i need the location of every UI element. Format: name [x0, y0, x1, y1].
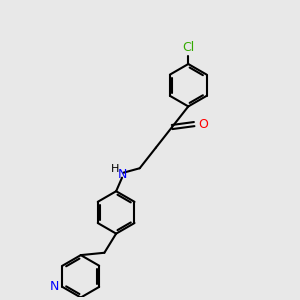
Text: N: N — [118, 168, 127, 181]
Text: H: H — [111, 164, 120, 174]
Text: Cl: Cl — [182, 41, 194, 54]
Text: N: N — [50, 280, 59, 293]
Text: O: O — [198, 118, 208, 130]
